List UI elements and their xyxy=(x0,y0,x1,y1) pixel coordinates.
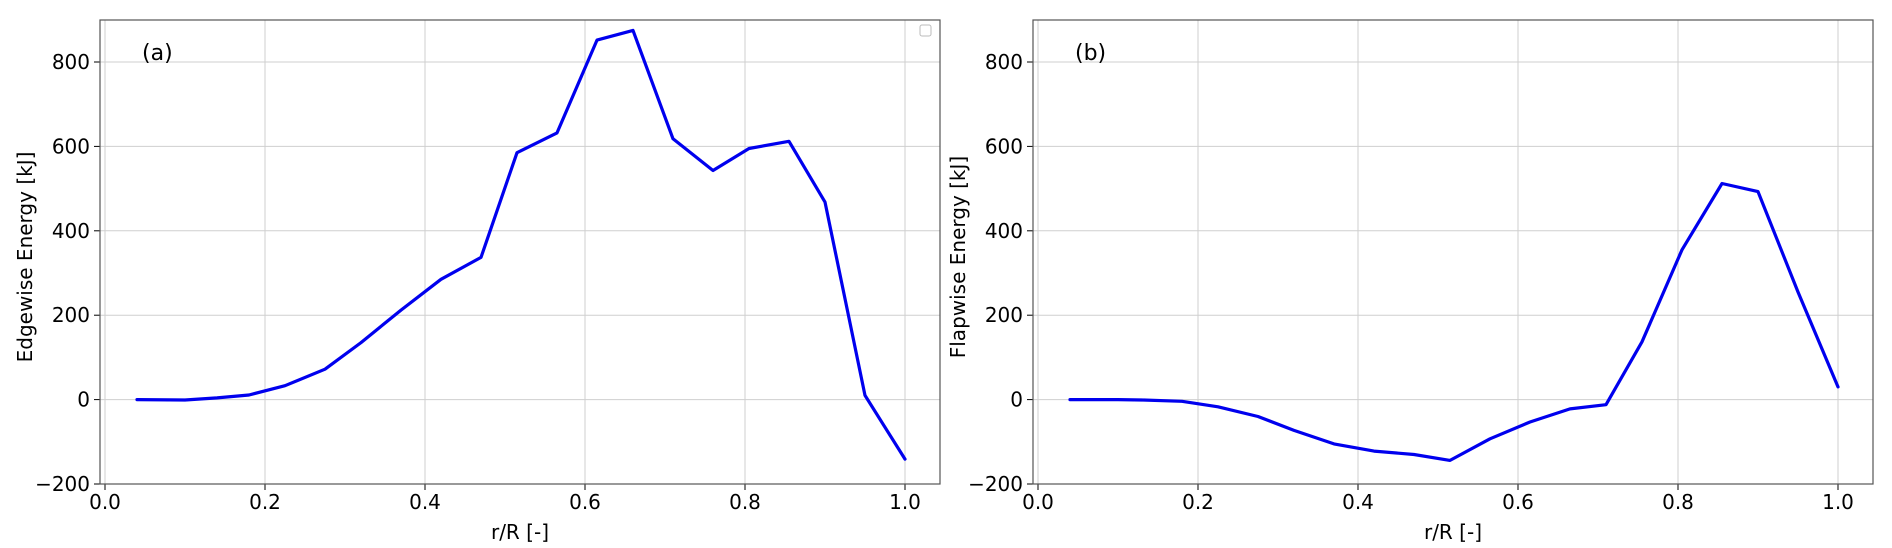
y-axis-label: Edgewise Energy [kJ] xyxy=(13,152,37,363)
y-tick-label: 600 xyxy=(985,134,1023,158)
x-tick-label: 0.2 xyxy=(249,490,281,514)
x-axis-label: r/R [-] xyxy=(491,520,549,544)
x-tick-label: 0.0 xyxy=(1022,490,1054,514)
y-tick-label: −200 xyxy=(968,472,1023,496)
x-tick-label: 0.8 xyxy=(1662,490,1694,514)
y-tick-label: 200 xyxy=(52,303,90,327)
flapwise-energy-panel: 0.0 0.2 0.4 0.6 0.8 1.0 −200 0 200 400 600 800 (b) r/… xyxy=(946,19,1874,544)
y-tick-label: 0 xyxy=(1010,388,1023,412)
x-tick-label: 0.4 xyxy=(409,490,441,514)
panel-label: (b) xyxy=(1075,41,1106,66)
legend xyxy=(919,24,932,37)
y-tick-label: −200 xyxy=(35,472,90,496)
y-tick-label: 400 xyxy=(52,219,90,243)
edgewise-energy-panel: 0.0 0.2 0.4 0.6 0.8 1.0 −200 0 200 400 600 800 (a) r/… xyxy=(13,19,941,544)
panel-label: (a) xyxy=(142,41,173,66)
x-tick-label: 0.4 xyxy=(1342,490,1374,514)
x-axis-label: r/R [-] xyxy=(1424,520,1482,544)
x-tick-label: 0.0 xyxy=(89,490,121,514)
y-tick-label: 800 xyxy=(985,50,1023,74)
y-tick-label: 800 xyxy=(52,50,90,74)
x-tick-label: 1.0 xyxy=(1822,490,1854,514)
y-axis-label: Flapwise Energy [kJ] xyxy=(946,156,970,358)
plot-frame xyxy=(1032,19,1874,485)
plot-frame xyxy=(99,19,941,485)
x-tick-label: 0.6 xyxy=(1502,490,1534,514)
y-tick-label: 0 xyxy=(77,388,90,412)
x-tick-label: 0.2 xyxy=(1182,490,1214,514)
y-tick-label: 200 xyxy=(985,303,1023,327)
x-tick-label: 1.0 xyxy=(889,490,921,514)
y-tick-label: 600 xyxy=(52,134,90,158)
series-line xyxy=(1068,181,1840,462)
x-tick-label: 0.6 xyxy=(569,490,601,514)
y-tick-label: 400 xyxy=(985,219,1023,243)
x-tick-label: 0.8 xyxy=(729,490,761,514)
series-line xyxy=(135,28,907,461)
